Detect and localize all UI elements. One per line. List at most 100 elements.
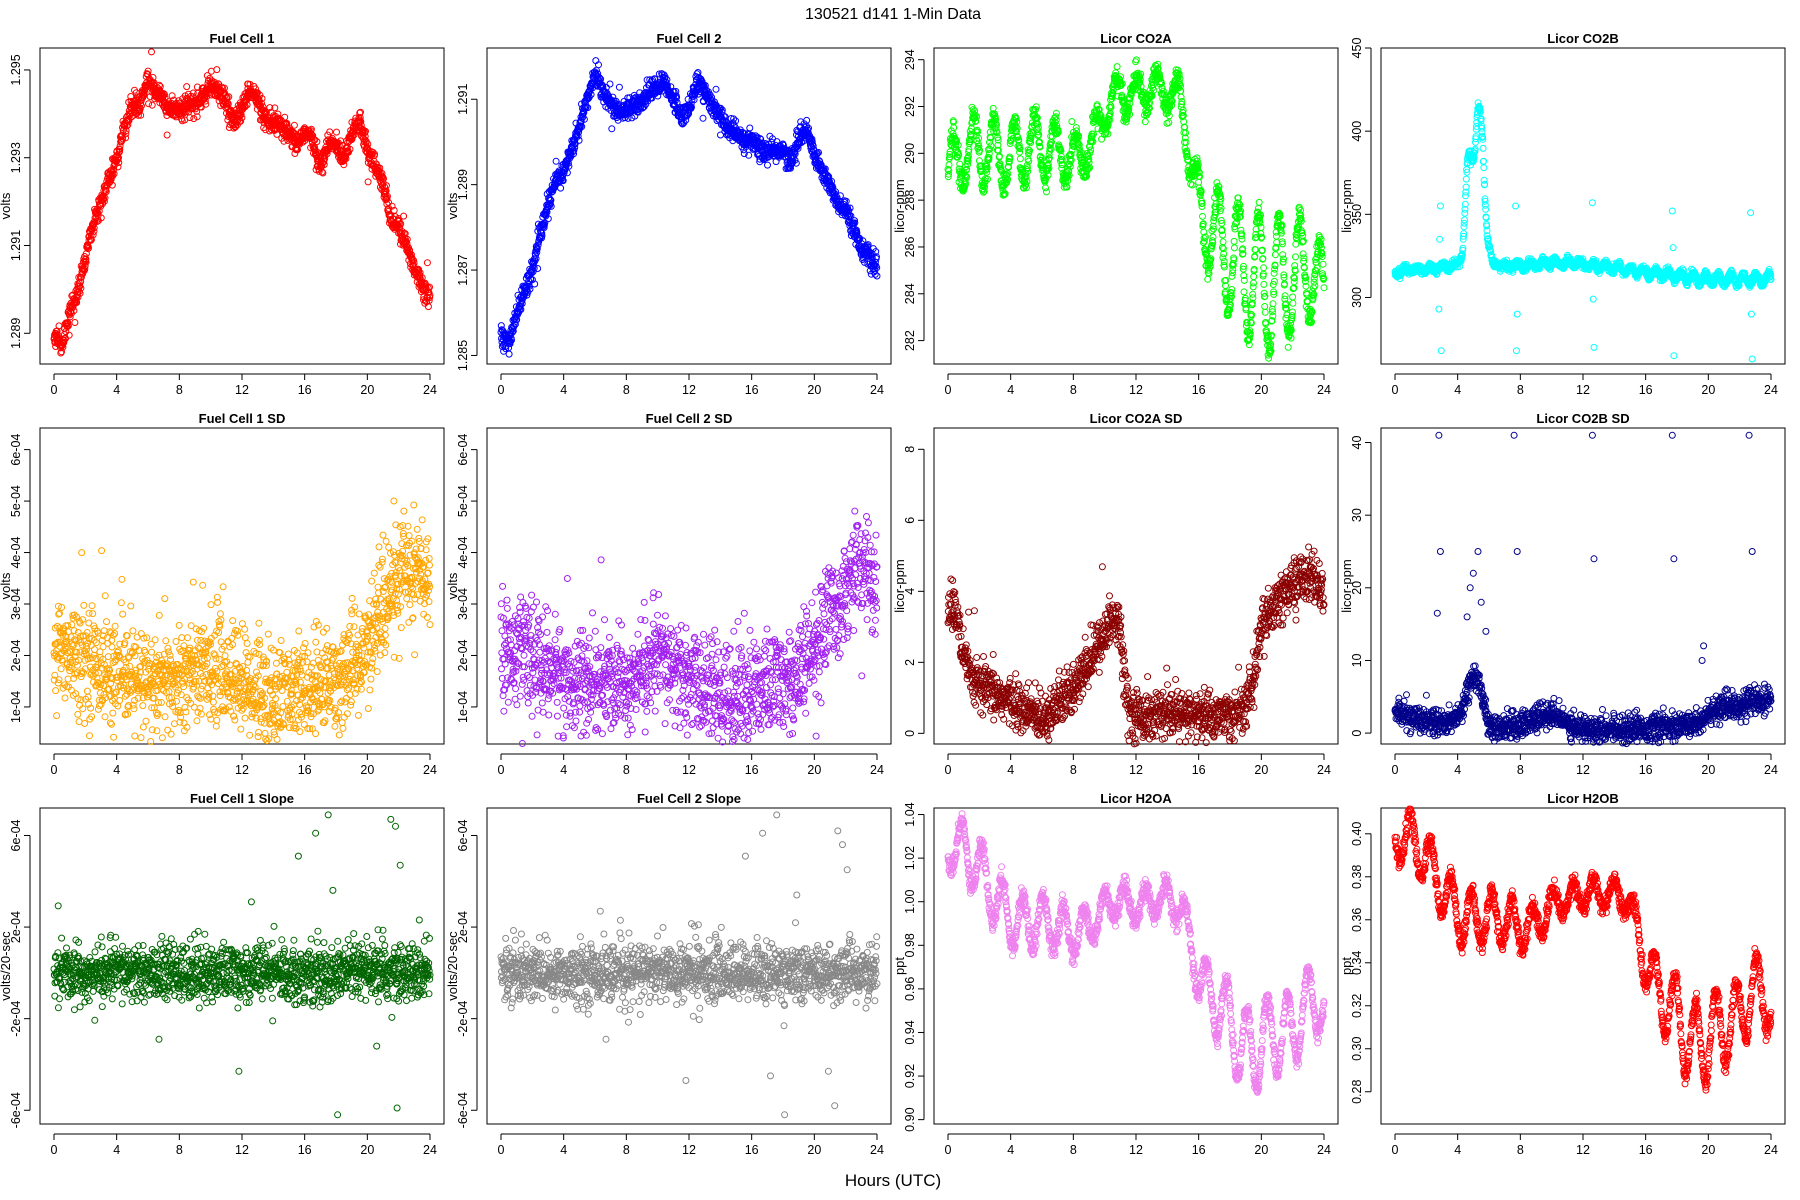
y-tick-label: 1.285 bbox=[456, 340, 470, 371]
data-point bbox=[144, 67, 152, 75]
data-point bbox=[186, 114, 194, 122]
data-point bbox=[193, 113, 201, 121]
data-point bbox=[606, 80, 614, 88]
data-point bbox=[115, 159, 123, 166]
data-point bbox=[1284, 343, 1292, 351]
data-point bbox=[82, 258, 90, 266]
y-tick-label: 300 bbox=[1350, 287, 1364, 308]
data-point bbox=[124, 121, 132, 129]
data-point bbox=[190, 115, 198, 123]
data-point bbox=[193, 107, 201, 115]
y-tick-label: 294 bbox=[903, 49, 917, 70]
data-point bbox=[1320, 284, 1328, 292]
x-tick-label: 12 bbox=[1576, 383, 1590, 397]
data-point bbox=[70, 307, 78, 315]
y-tick-label: 1.295 bbox=[9, 54, 23, 85]
plot-frame bbox=[39, 47, 445, 365]
y-tick-label: 282 bbox=[903, 330, 917, 351]
data-point bbox=[1260, 280, 1268, 288]
data-point bbox=[1240, 288, 1248, 296]
y-tick-label: 450 bbox=[1350, 38, 1364, 59]
data-point bbox=[699, 114, 707, 122]
data-point bbox=[1289, 299, 1297, 307]
data-point bbox=[87, 236, 95, 244]
data-point bbox=[290, 121, 298, 129]
data-point bbox=[1261, 303, 1269, 310]
data-point bbox=[108, 181, 116, 189]
data-point bbox=[712, 85, 720, 93]
x-tick-label: 20 bbox=[1701, 383, 1715, 397]
data-point bbox=[615, 83, 623, 91]
y-axis-title: volts bbox=[445, 192, 460, 219]
data-point bbox=[202, 100, 210, 108]
data-point bbox=[243, 101, 251, 109]
data-point bbox=[1271, 251, 1279, 259]
data-point bbox=[66, 313, 74, 321]
data-point bbox=[237, 111, 245, 119]
data-point bbox=[168, 92, 176, 100]
x-tick-label: 16 bbox=[1639, 383, 1653, 397]
y-axis-title: volts bbox=[0, 192, 13, 219]
data-point bbox=[64, 322, 72, 330]
data-point bbox=[155, 81, 163, 89]
data-point bbox=[1098, 135, 1106, 143]
data-point bbox=[109, 172, 117, 180]
x-tick-label: 20 bbox=[360, 383, 374, 397]
panel: Fuel Cell 20 4 8 12 16 20 241.2851.2871.2891.2… bbox=[445, 31, 892, 397]
data-point bbox=[100, 197, 108, 205]
data-point bbox=[148, 48, 155, 56]
data-point bbox=[1068, 118, 1076, 125]
y-axis-title: licor-ppm bbox=[1339, 179, 1354, 232]
data-point bbox=[772, 158, 780, 166]
data-point bbox=[1209, 233, 1217, 241]
data-point bbox=[59, 343, 67, 351]
x-tick-label: 0 bbox=[1392, 383, 1399, 397]
x-tick-label: 12 bbox=[235, 383, 249, 397]
panel-title: Fuel Cell 1 bbox=[209, 31, 274, 46]
data-point bbox=[400, 212, 408, 220]
panel-title: Licor CO2A bbox=[1100, 31, 1172, 46]
x-tick-label: 20 bbox=[1254, 383, 1268, 397]
data-point bbox=[746, 124, 754, 132]
data-point bbox=[1462, 175, 1470, 183]
data-point bbox=[183, 83, 191, 91]
y-tick-label: 284 bbox=[903, 283, 917, 304]
x-tick-label: 8 bbox=[623, 383, 630, 397]
data-point bbox=[76, 289, 84, 297]
plot-frame bbox=[1380, 47, 1786, 365]
y-tick-label: 1.293 bbox=[9, 142, 23, 173]
x-tick-label: 8 bbox=[1070, 383, 1077, 397]
x-tick-label: 16 bbox=[745, 383, 759, 397]
y-tick-label: 1.287 bbox=[456, 254, 470, 285]
data-point bbox=[203, 92, 211, 100]
data-point bbox=[144, 71, 152, 78]
x-tick-label: 4 bbox=[1454, 383, 1461, 397]
data-point bbox=[1479, 144, 1487, 152]
data-point bbox=[1261, 308, 1269, 316]
data-point bbox=[1319, 260, 1327, 268]
data-point bbox=[1199, 212, 1206, 220]
data-point bbox=[138, 102, 145, 110]
data-point bbox=[189, 89, 197, 97]
data-point bbox=[1042, 184, 1049, 192]
data-point bbox=[1250, 273, 1258, 281]
x-axis-title: Hours (UTC) bbox=[845, 1171, 941, 1190]
data-point bbox=[137, 111, 145, 119]
data-point bbox=[213, 66, 221, 74]
y-tick-label: 290 bbox=[903, 143, 917, 164]
data-point bbox=[64, 319, 72, 326]
data-point bbox=[156, 83, 164, 90]
plot-frame bbox=[933, 47, 1339, 365]
panels-group: Fuel Cell 10 4 8 12 16 20 241.2891.2911.2931.2… bbox=[0, 31, 1786, 1157]
panel-title: Fuel Cell 2 bbox=[656, 31, 721, 46]
x-tick-label: 24 bbox=[1764, 383, 1778, 397]
data-point bbox=[116, 145, 124, 153]
data-point bbox=[97, 214, 105, 222]
data-point bbox=[1255, 198, 1263, 206]
data-points bbox=[1391, 99, 1775, 363]
data-point bbox=[122, 134, 130, 142]
x-tick-label: 12 bbox=[682, 383, 696, 397]
x-tick-label: 20 bbox=[807, 383, 821, 397]
